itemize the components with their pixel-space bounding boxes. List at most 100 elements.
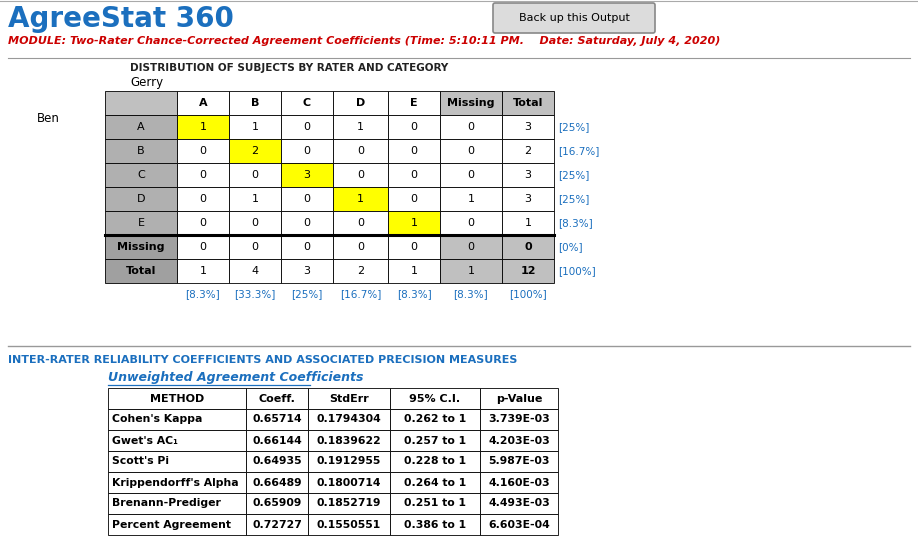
Text: 0.65909: 0.65909 bbox=[252, 499, 302, 508]
Bar bbox=[246, 430, 308, 451]
Bar bbox=[229, 115, 281, 139]
Text: 0: 0 bbox=[357, 242, 364, 252]
Bar bbox=[108, 430, 246, 451]
Text: 0: 0 bbox=[357, 218, 364, 228]
Bar bbox=[390, 388, 480, 409]
Text: 0: 0 bbox=[199, 242, 207, 252]
Text: [8.3%]: [8.3%] bbox=[558, 218, 593, 228]
Text: [25%]: [25%] bbox=[291, 289, 323, 299]
Bar bbox=[480, 451, 558, 472]
Text: 1: 1 bbox=[467, 266, 475, 276]
Bar bbox=[390, 514, 480, 535]
Bar bbox=[333, 91, 388, 115]
Bar bbox=[440, 187, 502, 211]
Text: 0: 0 bbox=[252, 218, 259, 228]
Text: Missing: Missing bbox=[447, 98, 495, 108]
Text: 0.257 to 1: 0.257 to 1 bbox=[404, 436, 466, 446]
Text: 0: 0 bbox=[467, 146, 475, 156]
Bar bbox=[440, 259, 502, 283]
Bar bbox=[108, 451, 246, 472]
Bar bbox=[246, 514, 308, 535]
Text: [8.3%]: [8.3%] bbox=[453, 289, 488, 299]
Bar bbox=[502, 235, 554, 259]
Bar bbox=[333, 235, 388, 259]
Text: 0: 0 bbox=[252, 242, 259, 252]
Text: 0: 0 bbox=[410, 122, 418, 132]
Bar bbox=[308, 472, 390, 493]
Bar bbox=[333, 163, 388, 187]
Bar bbox=[502, 139, 554, 163]
Bar bbox=[229, 211, 281, 235]
Bar bbox=[333, 211, 388, 235]
Text: [8.3%]: [8.3%] bbox=[185, 289, 220, 299]
Text: A: A bbox=[137, 122, 145, 132]
Bar bbox=[246, 388, 308, 409]
Text: 0.65714: 0.65714 bbox=[252, 415, 302, 424]
Bar bbox=[440, 163, 502, 187]
Text: 3: 3 bbox=[304, 170, 310, 180]
Text: 0: 0 bbox=[199, 194, 207, 204]
Bar bbox=[105, 139, 177, 163]
Bar bbox=[388, 235, 440, 259]
Bar bbox=[105, 235, 177, 259]
Text: 0: 0 bbox=[467, 170, 475, 180]
Text: 0.1852719: 0.1852719 bbox=[317, 499, 381, 508]
Text: 5.987E-03: 5.987E-03 bbox=[488, 456, 550, 467]
Text: 4: 4 bbox=[252, 266, 259, 276]
Text: METHOD: METHOD bbox=[150, 393, 204, 403]
Text: [100%]: [100%] bbox=[509, 289, 547, 299]
Bar bbox=[502, 211, 554, 235]
Bar bbox=[390, 409, 480, 430]
Text: 0: 0 bbox=[410, 170, 418, 180]
Text: D: D bbox=[137, 194, 145, 204]
Text: 3: 3 bbox=[524, 194, 532, 204]
Bar bbox=[308, 514, 390, 535]
Bar bbox=[388, 91, 440, 115]
Text: [25%]: [25%] bbox=[558, 194, 589, 204]
Bar bbox=[105, 115, 177, 139]
FancyBboxPatch shape bbox=[493, 3, 655, 33]
Text: 1: 1 bbox=[410, 266, 418, 276]
Text: [16.7%]: [16.7%] bbox=[558, 146, 599, 156]
Text: 1: 1 bbox=[252, 122, 259, 132]
Text: 0: 0 bbox=[304, 242, 310, 252]
Bar bbox=[480, 493, 558, 514]
Bar bbox=[105, 91, 177, 115]
Text: 0: 0 bbox=[357, 146, 364, 156]
Bar bbox=[388, 259, 440, 283]
Bar bbox=[177, 115, 229, 139]
Bar bbox=[108, 409, 246, 430]
Bar bbox=[502, 91, 554, 115]
Text: B: B bbox=[251, 98, 259, 108]
Bar bbox=[105, 259, 177, 283]
Text: 0: 0 bbox=[410, 146, 418, 156]
Bar bbox=[308, 430, 390, 451]
Bar bbox=[440, 91, 502, 115]
Text: 0: 0 bbox=[467, 218, 475, 228]
Text: 1: 1 bbox=[524, 218, 532, 228]
Bar bbox=[108, 493, 246, 514]
Bar bbox=[388, 187, 440, 211]
Text: 1: 1 bbox=[252, 194, 259, 204]
Text: 0.66489: 0.66489 bbox=[252, 478, 302, 487]
Text: 0.386 to 1: 0.386 to 1 bbox=[404, 519, 466, 530]
Bar bbox=[281, 91, 333, 115]
Text: 95% C.I.: 95% C.I. bbox=[409, 393, 461, 403]
Text: p-Value: p-Value bbox=[496, 393, 543, 403]
Bar bbox=[390, 472, 480, 493]
Text: 1: 1 bbox=[357, 194, 364, 204]
Bar bbox=[333, 115, 388, 139]
Text: 1: 1 bbox=[410, 218, 418, 228]
Text: 0.1839622: 0.1839622 bbox=[317, 436, 381, 446]
Text: Brenann-Prediger: Brenann-Prediger bbox=[112, 499, 221, 508]
Text: 3: 3 bbox=[524, 122, 532, 132]
Text: 0.264 to 1: 0.264 to 1 bbox=[404, 478, 466, 487]
Bar bbox=[390, 430, 480, 451]
Text: INTER-RATER RELIABILITY COEFFICIENTS AND ASSOCIATED PRECISION MEASURES: INTER-RATER RELIABILITY COEFFICIENTS AND… bbox=[8, 355, 518, 365]
Text: Percent Agreement: Percent Agreement bbox=[112, 519, 231, 530]
Text: 0: 0 bbox=[467, 122, 475, 132]
Text: 0.262 to 1: 0.262 to 1 bbox=[404, 415, 466, 424]
Text: 0: 0 bbox=[199, 170, 207, 180]
Bar bbox=[105, 187, 177, 211]
Text: 0: 0 bbox=[410, 242, 418, 252]
